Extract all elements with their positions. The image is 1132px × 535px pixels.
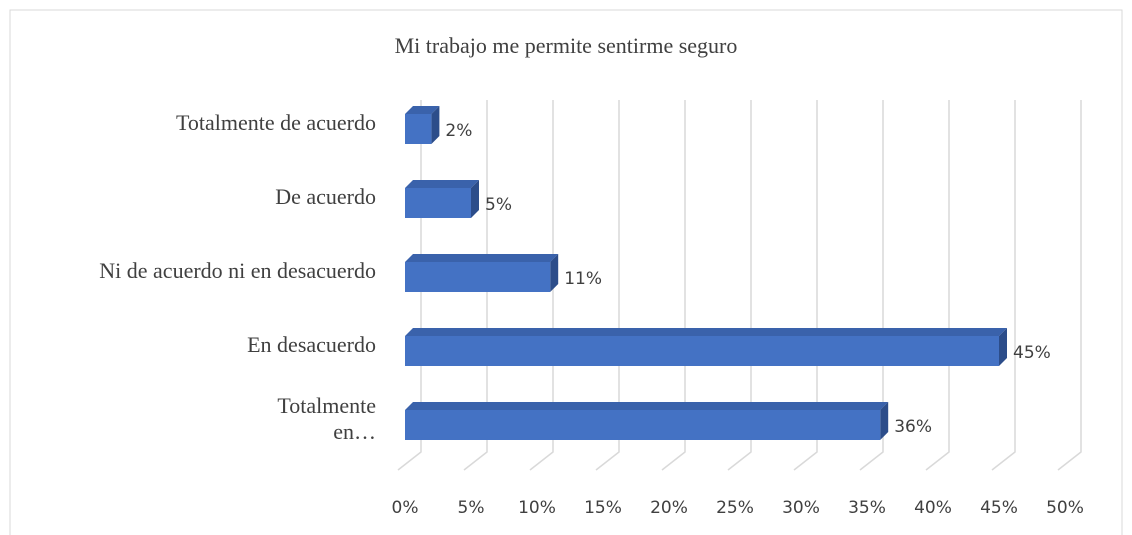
bar-top — [405, 180, 479, 188]
bar-front — [405, 336, 999, 366]
y-tick-label: De acuerdo — [275, 184, 376, 209]
x-tick-label: 15% — [584, 498, 622, 518]
grid-line — [661, 100, 686, 471]
y-tick-label: En desacuerdo — [247, 332, 376, 357]
bar-side — [880, 402, 889, 440]
data-label: 36% — [894, 417, 932, 437]
data-label: 11% — [564, 269, 602, 289]
grid-line — [925, 100, 950, 471]
x-tick-label: 25% — [716, 498, 754, 518]
bar-side — [431, 106, 440, 144]
data-label: 2% — [445, 121, 472, 141]
x-tick-label: 0% — [392, 498, 419, 518]
data-label: 5% — [485, 195, 512, 215]
grid-line — [463, 100, 488, 471]
grid-line — [529, 100, 554, 471]
bar-front — [405, 114, 432, 144]
bar — [405, 180, 479, 218]
y-tick-label: Totalmente en… — [277, 393, 376, 444]
bar-front — [405, 410, 881, 440]
x-tick-label: 45% — [980, 498, 1018, 518]
bar-side — [550, 254, 559, 292]
label-line: Totalmente — [277, 393, 376, 418]
x-tick-label: 35% — [848, 498, 886, 518]
data-label: 45% — [1013, 343, 1051, 363]
grid-line — [793, 100, 818, 471]
bar — [405, 402, 889, 440]
bar-front — [405, 188, 471, 218]
bar-top — [405, 254, 559, 262]
bar-top — [405, 402, 889, 410]
x-tick-label: 40% — [914, 498, 952, 518]
chart-border — [9, 9, 1123, 535]
bar-top — [405, 328, 1007, 336]
grid-line — [727, 100, 752, 471]
bar-front — [405, 262, 551, 292]
x-tick-label: 30% — [782, 498, 820, 518]
grid-line — [991, 100, 1016, 471]
bar-side — [471, 180, 479, 218]
grid-line — [1057, 100, 1082, 471]
bar — [405, 328, 1007, 366]
bar — [405, 254, 559, 292]
x-tick-label: 5% — [458, 498, 485, 518]
chart-title: Mi trabajo me permite sentirme seguro — [395, 33, 738, 58]
x-tick-label: 10% — [518, 498, 556, 518]
bar-side — [999, 328, 1007, 366]
label-line: en… — [333, 419, 376, 444]
x-tick-label: 20% — [650, 498, 688, 518]
x-tick-label: 50% — [1046, 498, 1084, 518]
y-tick-label: Totalmente de acuerdo — [176, 110, 376, 135]
grid-line — [859, 100, 884, 471]
y-tick-label: Ni de acuerdo ni en desacuerdo — [99, 258, 376, 283]
bar-top — [405, 106, 440, 114]
grid-line — [595, 100, 620, 471]
bar — [405, 106, 440, 144]
